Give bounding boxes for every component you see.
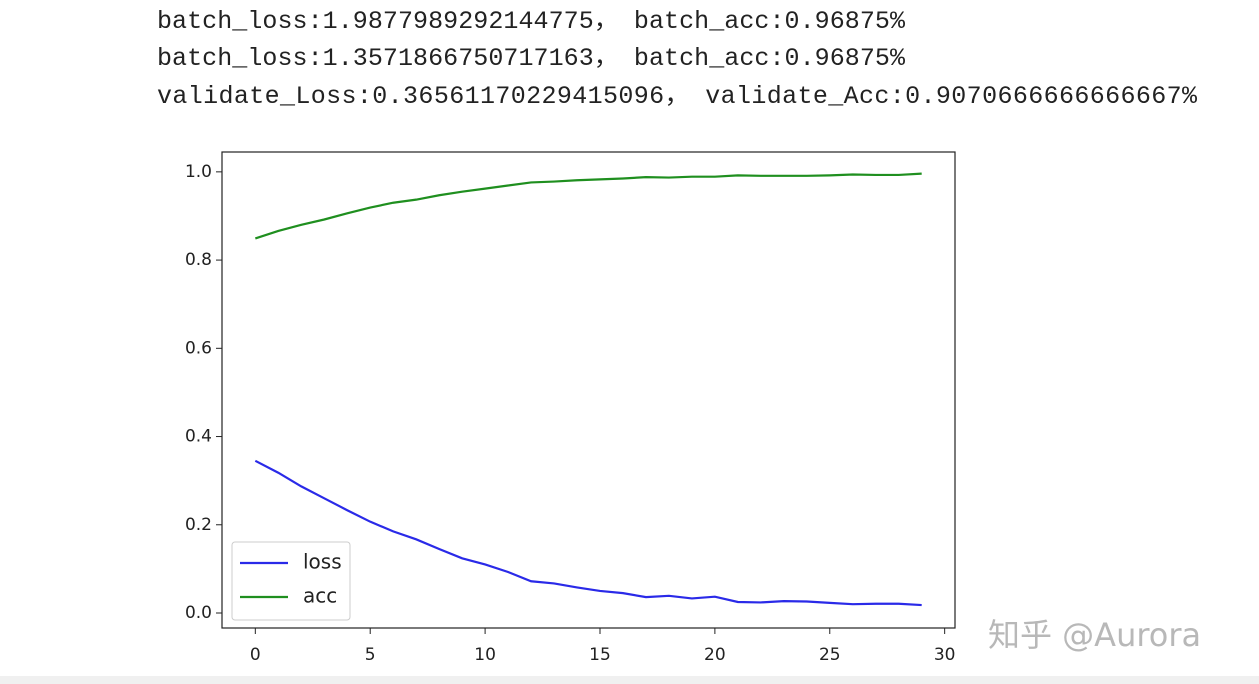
y-tick-label: 0.6 xyxy=(185,338,212,358)
x-tick-label: 15 xyxy=(589,645,611,665)
x-tick-label: 0 xyxy=(250,645,261,665)
x-tick-label: 5 xyxy=(365,645,376,665)
legend-box xyxy=(231,541,351,621)
y-tick-label: 1.0 xyxy=(185,162,212,182)
y-tick-label: 0.4 xyxy=(185,427,212,447)
bottom-strip xyxy=(0,676,1259,684)
y-tick-label: 0.8 xyxy=(185,250,212,270)
x-tick-label: 25 xyxy=(819,645,841,665)
x-tick-label: 30 xyxy=(934,645,956,665)
series-line xyxy=(254,459,922,607)
x-tick-label: 10 xyxy=(474,645,496,665)
x-tick-label: 20 xyxy=(704,645,726,665)
log-line: batch_loss:1.3571866750717163， batch_acc… xyxy=(157,44,906,73)
watermark: 知乎 @Aurora xyxy=(988,616,1201,654)
log-line: validate_Loss:0.36561170229415096， valid… xyxy=(157,82,1198,111)
plot: 0.0 0.2 0.4 0.6 0.8 1.0 0 5 10 15 20 25 30 loss acc xyxy=(185,151,956,665)
log-line: batch_loss:1.9877989292144775， batch_acc… xyxy=(157,7,906,36)
y-tick-label: 0.2 xyxy=(185,515,212,535)
plot-frame xyxy=(221,151,956,629)
legend-label: loss xyxy=(303,550,342,574)
y-tick-label: 0.0 xyxy=(185,603,212,623)
series-line xyxy=(254,172,922,240)
legend-label: acc xyxy=(303,584,337,608)
